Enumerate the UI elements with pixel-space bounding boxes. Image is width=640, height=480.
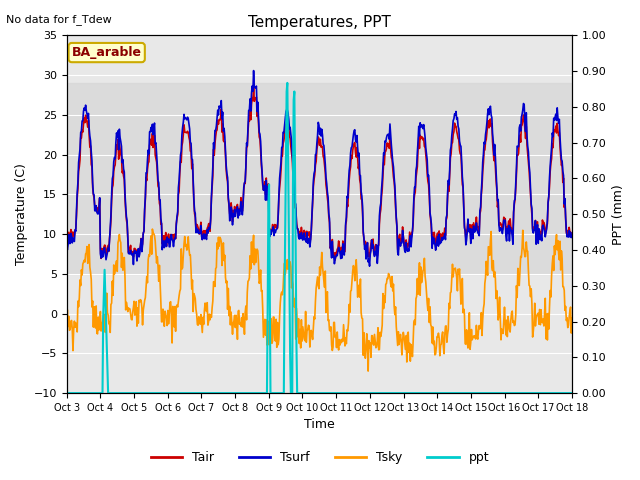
Y-axis label: Temperature (C): Temperature (C) [15,163,28,265]
Bar [67,83,572,274]
Legend: Tair, Tsurf, Tsky, ppt: Tair, Tsurf, Tsky, ppt [146,446,494,469]
Title: Temperatures, PPT: Temperatures, PPT [248,15,391,30]
X-axis label: Time: Time [304,419,335,432]
Text: No data for f_Tdew: No data for f_Tdew [6,14,112,25]
Y-axis label: PPT (mm): PPT (mm) [612,184,625,245]
Text: BA_arable: BA_arable [72,46,141,59]
